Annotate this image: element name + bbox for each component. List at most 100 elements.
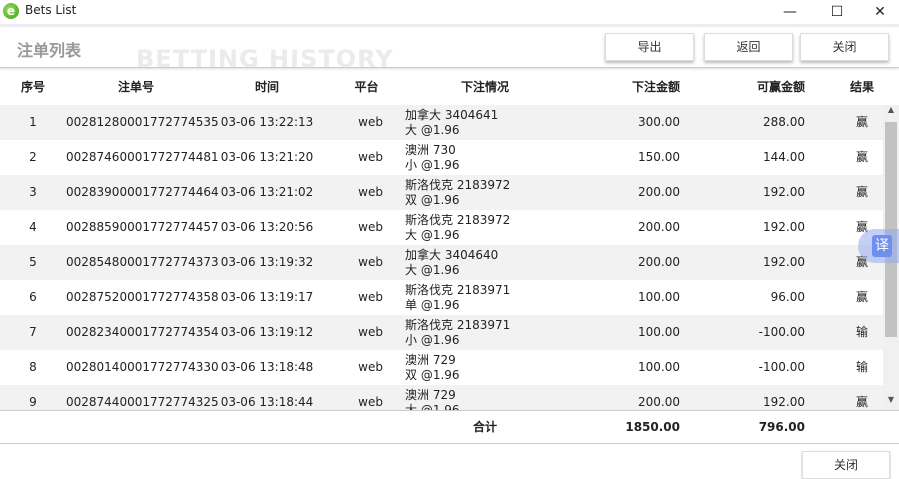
bet-id: 00280140001772774330 xyxy=(66,360,219,374)
back-button[interactable]: 返回 xyxy=(704,33,793,61)
bet-id: 00287460001772774481 xyxy=(66,150,219,164)
row-number: 5 xyxy=(29,255,37,269)
bet-detail: 斯洛伐克 2183972 大 @1.96 xyxy=(405,213,510,243)
win-amount: 192.00 xyxy=(763,220,805,234)
table-row[interactable]: 5 00285480001772774373 03-06 13:19:32 web 20… xyxy=(0,245,883,280)
bet-time: 03-06 13:19:17 xyxy=(220,290,314,304)
bet-time: 03-06 13:22:13 xyxy=(220,115,314,129)
win-amount: 96.00 xyxy=(770,290,805,304)
bet-detail-line: 澳洲 729 xyxy=(405,388,456,402)
row-number: 9 xyxy=(29,395,37,409)
col-header: 可赢金额 xyxy=(756,80,805,94)
table-row[interactable]: 3 00283900001772774464 03-06 13:21:02 web 20… xyxy=(0,175,883,210)
bet-detail: 斯洛伐克 2183971 小 @1.96 xyxy=(405,318,510,348)
result: 输 xyxy=(855,325,868,339)
bet-id: 00287520001772774358 xyxy=(66,290,219,304)
platform: web xyxy=(358,255,383,269)
col-header: 结果 xyxy=(849,80,874,94)
maximize-button[interactable]: ☐ xyxy=(830,4,844,20)
total-label: 合计 xyxy=(472,420,497,434)
row-number: 1 xyxy=(29,115,37,129)
bet-time: 03-06 13:20:56 xyxy=(220,220,314,234)
page-title: 注单列表 xyxy=(17,41,82,60)
col-header: 序号 xyxy=(20,80,45,94)
table-row[interactable]: 4 00288590001772774457 03-06 13:20:56 web 20… xyxy=(0,210,883,245)
ie-icon: e xyxy=(3,3,19,19)
bet-id: 00282340001772774354 xyxy=(66,325,219,339)
close-button[interactable]: 关闭 xyxy=(800,33,889,61)
win-amount: -100.00 xyxy=(758,325,805,339)
bet-detail: 澳洲 729 大 @1.96 xyxy=(405,388,460,410)
stake-amount: 200.00 xyxy=(638,255,680,269)
bet-detail: 斯洛伐克 2183971 单 @1.96 xyxy=(405,283,510,313)
bet-detail: 澳洲 730 小 @1.96 xyxy=(405,143,460,173)
bet-detail-line: 大 @1.96 xyxy=(405,123,460,137)
platform: web xyxy=(358,290,383,304)
row-number: 7 xyxy=(29,325,37,339)
bet-detail-line: 小 @1.96 xyxy=(405,158,460,172)
total-row: 合计 1850.00 796.00 xyxy=(0,410,899,444)
close-window-button[interactable]: ✕ xyxy=(874,4,886,20)
bet-detail-line: 加拿大 3404640 xyxy=(405,248,499,262)
table-row[interactable]: 1 00281280001772774535 03-06 13:22:13 web 30… xyxy=(0,105,883,140)
bet-detail-line: 单 @1.96 xyxy=(405,298,460,312)
platform: web xyxy=(358,360,383,374)
platform: web xyxy=(358,150,383,164)
win-amount: 144.00 xyxy=(763,150,805,164)
scroll-down-icon[interactable]: ▼ xyxy=(887,395,895,404)
win-amount: 192.00 xyxy=(763,395,805,409)
bet-id: 00283900001772774464 xyxy=(66,185,219,199)
result: 赢 xyxy=(855,185,868,199)
scroll-up-icon[interactable]: ▲ xyxy=(887,105,895,114)
bet-id: 00285480001772774373 xyxy=(66,255,219,269)
title-bar: e Bets List — ☐ ✕ xyxy=(0,0,899,24)
result: 赢 xyxy=(855,290,868,304)
stake-amount: 200.00 xyxy=(638,220,680,234)
row-number: 6 xyxy=(29,290,37,304)
bet-detail-line: 澳洲 729 xyxy=(405,353,456,367)
bet-detail: 加拿大 3404640 大 @1.96 xyxy=(405,248,498,278)
row-number: 4 xyxy=(29,220,37,234)
translate-icon: 译 xyxy=(872,235,892,257)
bet-id: 00287440001772774325 xyxy=(66,395,219,409)
bet-detail-line: 斯洛伐克 2183972 xyxy=(405,178,511,192)
table-body: 1 00281280001772774535 03-06 13:22:13 web 30… xyxy=(0,105,883,410)
table-row[interactable]: 8 00280140001772774330 03-06 13:18:48 web 10… xyxy=(0,350,883,385)
bet-time: 03-06 13:18:48 xyxy=(220,360,314,374)
platform: web xyxy=(358,220,383,234)
platform: web xyxy=(358,115,383,129)
stake-amount: 150.00 xyxy=(638,150,680,164)
result: 赢 xyxy=(855,150,868,164)
bet-detail-line: 小 @1.96 xyxy=(405,333,460,347)
table-row[interactable]: 9 00287440001772774325 03-06 13:18:44 web 20… xyxy=(0,385,883,410)
table-row[interactable]: 7 00282340001772774354 03-06 13:19:12 web 10… xyxy=(0,315,883,350)
win-amount: -100.00 xyxy=(758,360,805,374)
bet-time: 03-06 13:21:20 xyxy=(220,150,314,164)
bet-time: 03-06 13:18:44 xyxy=(220,395,314,409)
bet-detail-line: 斯洛伐克 2183971 xyxy=(405,318,511,332)
bet-detail-line: 大 @1.96 xyxy=(405,263,460,277)
col-header: 时间 xyxy=(254,80,279,94)
bet-time: 03-06 13:19:12 xyxy=(220,325,314,339)
stake-amount: 100.00 xyxy=(638,290,680,304)
win-amount: 192.00 xyxy=(763,255,805,269)
bet-detail: 斯洛伐克 2183972 双 @1.96 xyxy=(405,178,510,208)
stake-amount: 100.00 xyxy=(638,325,680,339)
export-button[interactable]: 导出 xyxy=(605,33,694,61)
bet-detail: 澳洲 729 双 @1.96 xyxy=(405,353,460,383)
footer-close-button[interactable]: 关闭 xyxy=(802,451,890,479)
minimize-button[interactable]: — xyxy=(783,4,797,20)
col-header: 平台 xyxy=(354,80,379,94)
bet-detail-line: 大 @1.96 xyxy=(405,403,460,410)
platform: web xyxy=(358,395,383,409)
row-number: 3 xyxy=(29,185,37,199)
table-row[interactable]: 6 00287520001772774358 03-06 13:19:17 web 10… xyxy=(0,280,883,315)
page-header: BETTING HISTORY 注单列表 导出 返回 关闭 xyxy=(0,27,899,73)
result: 赢 xyxy=(855,395,868,409)
result: 输 xyxy=(855,360,868,374)
table-row[interactable]: 2 00287460001772774481 03-06 13:21:20 web 15… xyxy=(0,140,883,175)
result: 赢 xyxy=(855,115,868,129)
bet-detail-line: 双 @1.96 xyxy=(405,193,460,207)
col-header: 注单号 xyxy=(117,80,154,94)
translate-button[interactable]: 译 xyxy=(858,229,899,263)
